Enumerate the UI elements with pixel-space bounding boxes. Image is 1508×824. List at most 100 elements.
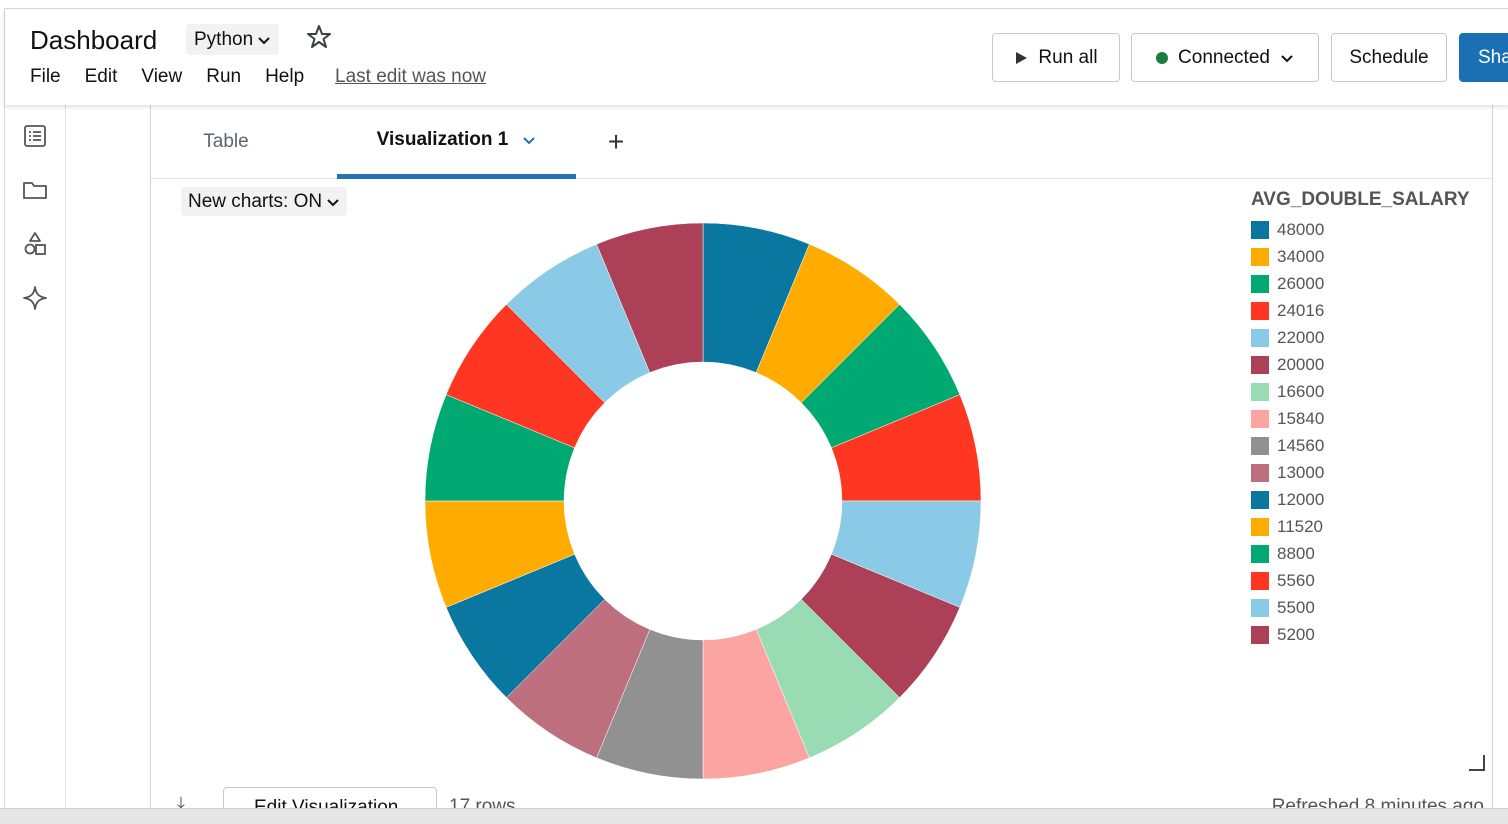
menu-bar: File Edit View Run Help: [30, 66, 328, 88]
legend-label: 24016: [1277, 300, 1325, 320]
share-label: Sha: [1478, 46, 1508, 68]
legend-swatch: [1251, 490, 1269, 509]
legend-item[interactable]: 15840: [1251, 405, 1470, 432]
legend-label: 48000: [1277, 219, 1325, 239]
add-tab-button[interactable]: +: [607, 126, 625, 157]
legend-swatch: [1251, 463, 1269, 482]
folder-icon[interactable]: [22, 177, 48, 203]
chevron-down-icon: [1281, 54, 1293, 62]
menu-help[interactable]: Help: [265, 66, 305, 87]
page-title[interactable]: Dashboard: [30, 25, 158, 55]
legend-swatch: [1251, 355, 1269, 374]
legend-item[interactable]: 12000: [1251, 486, 1470, 513]
refreshed-status: Refreshed 8 minutes ago: [1271, 796, 1484, 811]
star-icon[interactable]: [305, 23, 333, 51]
legend-swatch: [1251, 220, 1269, 239]
shapes-icon[interactable]: [22, 231, 48, 257]
legend-item[interactable]: 8800: [1251, 540, 1470, 567]
legend-swatch: [1251, 274, 1269, 293]
legend-swatch: [1251, 544, 1269, 563]
language-label: Python: [194, 29, 254, 50]
last-edit-link[interactable]: Last edit was now: [335, 66, 487, 87]
legend-item[interactable]: 24016: [1251, 297, 1470, 324]
donut-slice-5200[interactable]: [596, 222, 704, 373]
legend-swatch: [1251, 409, 1269, 428]
legend-item[interactable]: 20000: [1251, 351, 1470, 378]
legend-title: AVG_DOUBLE_SALARY: [1251, 189, 1470, 210]
legend-item[interactable]: 16600: [1251, 378, 1470, 405]
edit-visualization-label: Edit Visualization: [254, 797, 399, 811]
notebook-outline-icon[interactable]: [22, 123, 48, 149]
legend-label: 34000: [1277, 246, 1325, 266]
result-tabs: Table Visualization 1 +: [151, 105, 1494, 179]
edit-visualization-button[interactable]: Edit Visualization: [223, 787, 437, 811]
legend-swatch: [1251, 247, 1269, 266]
new-charts-label: New charts: ON: [188, 191, 323, 212]
legend-label: 5200: [1277, 624, 1315, 644]
legend-swatch: [1251, 517, 1269, 536]
status-dot-icon: [1156, 51, 1169, 64]
legend-swatch: [1251, 328, 1269, 347]
legend-label: 16600: [1277, 381, 1325, 401]
schedule-label: Schedule: [1349, 46, 1429, 68]
legend-swatch: [1251, 625, 1269, 644]
connection-label: Connected: [1178, 46, 1270, 68]
legend-swatch: [1251, 436, 1269, 455]
legend-swatch: [1251, 382, 1269, 401]
tab-table[interactable]: Table: [203, 131, 249, 152]
language-selector[interactable]: Python: [186, 24, 280, 55]
play-icon: [1016, 51, 1028, 64]
chevron-down-icon[interactable]: [522, 133, 536, 147]
sparkle-icon[interactable]: [22, 285, 48, 311]
legend-item[interactable]: 5560: [1251, 567, 1470, 594]
legend-label: 5500: [1277, 597, 1315, 617]
legend-item[interactable]: 34000: [1251, 243, 1470, 270]
legend-label: 20000: [1277, 354, 1325, 374]
schedule-button[interactable]: Schedule: [1331, 33, 1447, 82]
legend-swatch: [1251, 598, 1269, 617]
legend-label: 13000: [1277, 462, 1325, 482]
legend-label: 15840: [1277, 408, 1325, 428]
menu-view[interactable]: View: [141, 66, 183, 87]
notebook-header: Dashboard Python File Edit View Run Help…: [5, 9, 1508, 105]
run-all-label: Run all: [1038, 46, 1098, 68]
legend-label: 5560: [1277, 570, 1315, 590]
tab-visualization-1[interactable]: Visualization 1: [337, 105, 576, 179]
legend-label: 22000: [1277, 327, 1325, 347]
legend-item[interactable]: 26000: [1251, 270, 1470, 297]
share-button[interactable]: Sha: [1459, 33, 1508, 82]
taskbar-strip: [0, 808, 1508, 824]
legend-label: 12000: [1277, 489, 1325, 509]
legend-item[interactable]: 5200: [1251, 621, 1470, 648]
chevron-down-icon: [327, 198, 339, 206]
legend-swatch: [1251, 571, 1269, 590]
legend-item[interactable]: 13000: [1251, 459, 1470, 486]
visualization-panel: Table Visualization 1 + New charts: ON A…: [150, 105, 1494, 811]
left-sidebar: [5, 105, 66, 809]
resize-handle[interactable]: [1469, 755, 1485, 771]
menu-run[interactable]: Run: [206, 66, 242, 87]
chart-legend: AVG_DOUBLE_SALARY 48000 34000 26000 24016 22…: [1251, 189, 1470, 648]
legend-item[interactable]: 14560: [1251, 432, 1470, 459]
legend-item[interactable]: 11520: [1251, 513, 1470, 540]
legend-label: 26000: [1277, 273, 1325, 293]
legend-item[interactable]: 22000: [1251, 324, 1470, 351]
donut-chart: [424, 222, 982, 780]
legend-label: 14560: [1277, 435, 1325, 455]
legend-label: 8800: [1277, 543, 1315, 563]
new-charts-toggle[interactable]: New charts: ON: [181, 187, 348, 216]
legend-label: 11520: [1277, 516, 1324, 536]
legend-swatch: [1251, 301, 1269, 320]
menu-edit[interactable]: Edit: [84, 66, 118, 87]
row-count: 17 rows: [449, 796, 516, 811]
compute-connection-button[interactable]: Connected: [1131, 33, 1319, 82]
tab-visualization-label: Visualization 1: [376, 128, 509, 150]
result-footer: ⤓ Edit Visualization 17 rows Refreshed 8…: [151, 781, 1494, 811]
legend-item[interactable]: 5500: [1251, 594, 1470, 621]
legend-item[interactable]: 48000: [1251, 216, 1470, 243]
menu-file[interactable]: File: [30, 66, 61, 87]
chevron-down-icon: [258, 36, 270, 44]
notebook-window: Dashboard Python File Edit View Run Help…: [4, 8, 1508, 811]
download-icon[interactable]: ⤓: [177, 793, 185, 811]
run-all-button[interactable]: Run all: [992, 33, 1120, 82]
